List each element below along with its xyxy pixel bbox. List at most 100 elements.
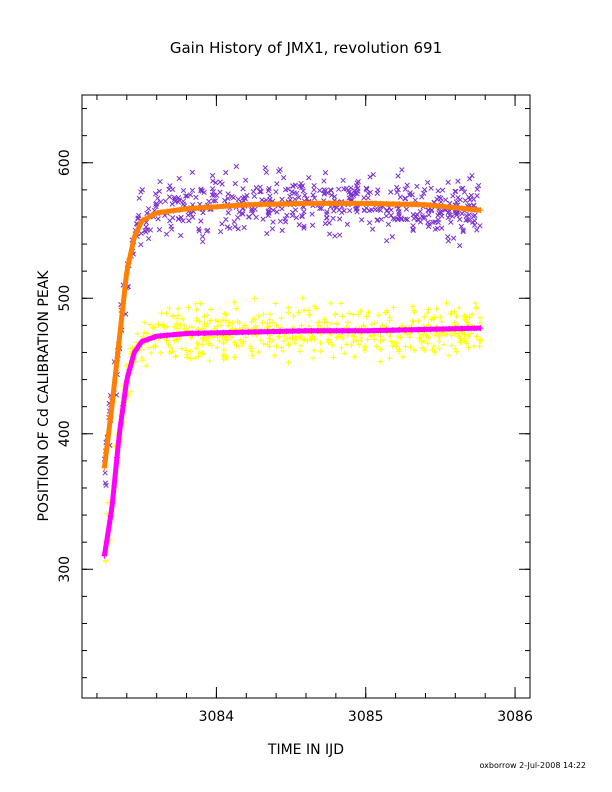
data-point — [477, 223, 483, 229]
data-point — [468, 192, 474, 199]
data-point — [370, 171, 376, 178]
data-point — [421, 338, 427, 344]
data-point — [298, 322, 305, 329]
data-point — [251, 295, 258, 302]
data-point — [240, 338, 247, 345]
fit-marker — [120, 300, 127, 307]
data-point — [422, 214, 428, 221]
data-point — [198, 186, 204, 192]
data-point — [317, 187, 323, 194]
data-point — [340, 177, 346, 184]
data-point — [410, 227, 416, 234]
data-point — [472, 300, 479, 306]
data-point — [171, 194, 178, 201]
data-point — [170, 312, 176, 319]
data-point — [428, 185, 434, 191]
data-point — [466, 314, 473, 321]
fit-curve-line — [101, 325, 482, 557]
data-point — [257, 188, 263, 195]
data-point — [389, 234, 395, 240]
data-point — [175, 312, 181, 319]
data-point — [326, 231, 333, 237]
fit-marker — [465, 325, 472, 332]
data-point — [166, 305, 173, 311]
data-point — [346, 310, 352, 317]
data-point — [460, 228, 466, 235]
data-point — [338, 300, 344, 307]
data-point — [199, 341, 206, 348]
data-point — [220, 340, 227, 346]
data-point — [452, 188, 458, 195]
data-point — [269, 226, 276, 232]
x-tick-labels: 3084 3085 3086 — [199, 709, 533, 725]
data-point — [167, 183, 173, 189]
fit-marker — [327, 200, 334, 207]
data-point — [415, 318, 422, 324]
fit-marker — [364, 200, 371, 207]
data-point — [164, 323, 171, 330]
data-point — [462, 197, 468, 204]
data-point — [377, 333, 384, 340]
data-point — [198, 218, 204, 224]
x-tick-label: 3086 — [497, 709, 533, 725]
fit-marker — [101, 464, 108, 471]
data-point — [209, 186, 216, 192]
data-point — [240, 324, 247, 331]
data-point — [445, 214, 451, 221]
data-point — [147, 227, 154, 233]
data-point — [229, 193, 235, 200]
data-point — [129, 345, 136, 351]
fit-marker — [295, 327, 302, 334]
data-point — [386, 317, 393, 324]
data-point — [452, 346, 458, 352]
data-point — [192, 355, 198, 361]
data-point — [445, 234, 451, 240]
major-ticks — [82, 95, 530, 698]
data-point — [424, 310, 431, 316]
data-point — [353, 183, 360, 189]
data-point — [421, 313, 428, 320]
data-point — [437, 314, 444, 320]
data-point — [383, 213, 389, 219]
fit-marker — [433, 326, 440, 333]
data-point — [309, 222, 316, 228]
fit-marker — [377, 200, 384, 207]
data-point — [285, 341, 292, 347]
fit-marker — [295, 200, 302, 207]
data-point — [157, 199, 164, 205]
data-point — [155, 216, 161, 222]
data-point — [306, 175, 312, 181]
data-point — [425, 219, 431, 225]
data-point — [199, 350, 206, 356]
data-point — [225, 195, 231, 202]
data-point — [404, 182, 410, 188]
data-point — [266, 323, 273, 330]
fit-marker — [107, 413, 114, 420]
data-point — [156, 188, 163, 194]
data-point — [212, 180, 219, 186]
data-point — [195, 353, 202, 360]
data-point — [270, 319, 276, 326]
data-point — [295, 309, 302, 316]
data-point — [146, 235, 152, 242]
data-point — [210, 198, 217, 204]
data-point — [197, 300, 204, 307]
fit-marker — [151, 211, 158, 218]
fit-marker — [170, 207, 177, 214]
data-point — [240, 186, 246, 192]
data-point — [271, 352, 278, 359]
data-point — [194, 315, 200, 321]
fit-marker — [433, 202, 440, 209]
data-point — [435, 188, 441, 194]
chart-title: Gain History of JMX1, revolution 691 — [170, 39, 442, 57]
fit-marker — [452, 325, 459, 332]
data-point — [374, 190, 380, 196]
data-point — [171, 324, 177, 330]
data-point — [443, 300, 450, 306]
fit-marker — [245, 329, 252, 336]
data-point — [369, 226, 376, 232]
data-point — [189, 169, 196, 175]
data-point — [201, 321, 208, 327]
data-point — [168, 350, 175, 356]
data-point — [292, 196, 298, 202]
